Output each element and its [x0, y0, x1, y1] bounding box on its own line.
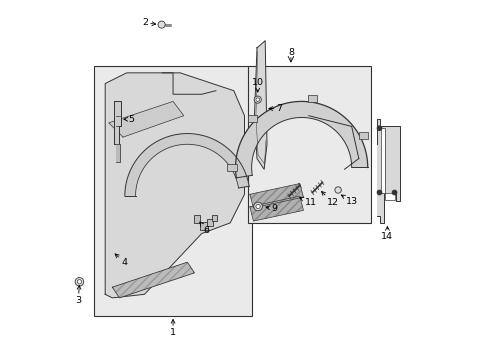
Text: 8: 8 — [287, 48, 293, 57]
Bar — [194, 215, 200, 223]
Circle shape — [255, 98, 259, 102]
Text: 3: 3 — [75, 285, 81, 305]
Text: 1: 1 — [170, 319, 176, 337]
Polygon shape — [105, 73, 244, 298]
Polygon shape — [380, 128, 394, 200]
Circle shape — [391, 190, 396, 195]
Circle shape — [377, 126, 381, 130]
Circle shape — [254, 96, 261, 103]
Text: 12: 12 — [321, 192, 338, 207]
Text: 5: 5 — [123, 115, 134, 124]
Polygon shape — [114, 102, 121, 144]
Bar — [94, 66, 251, 316]
Text: 13: 13 — [341, 195, 358, 206]
Text: 10: 10 — [251, 78, 263, 92]
Polygon shape — [124, 134, 248, 196]
Text: 11: 11 — [299, 197, 316, 207]
Bar — [247, 115, 257, 122]
Circle shape — [334, 187, 341, 193]
Polygon shape — [116, 144, 120, 162]
Bar — [206, 219, 213, 226]
Circle shape — [75, 278, 83, 286]
Bar — [227, 164, 236, 171]
Text: 9: 9 — [265, 204, 277, 213]
Bar — [358, 132, 367, 139]
Bar — [307, 95, 317, 102]
Circle shape — [253, 202, 262, 211]
Polygon shape — [254, 41, 266, 169]
Text: 6: 6 — [199, 222, 209, 234]
Text: 2: 2 — [142, 18, 156, 27]
Polygon shape — [376, 119, 399, 223]
Circle shape — [255, 204, 260, 208]
Polygon shape — [108, 102, 183, 137]
Polygon shape — [249, 196, 303, 221]
Text: 7: 7 — [268, 104, 282, 113]
Circle shape — [158, 21, 165, 28]
Circle shape — [77, 280, 81, 284]
Bar — [200, 222, 207, 230]
Polygon shape — [249, 184, 303, 208]
Text: 4: 4 — [115, 254, 127, 267]
Bar — [247, 66, 370, 223]
Polygon shape — [112, 262, 194, 298]
Text: 14: 14 — [381, 226, 392, 241]
Circle shape — [377, 190, 381, 195]
Bar — [211, 215, 217, 221]
Polygon shape — [235, 102, 367, 178]
